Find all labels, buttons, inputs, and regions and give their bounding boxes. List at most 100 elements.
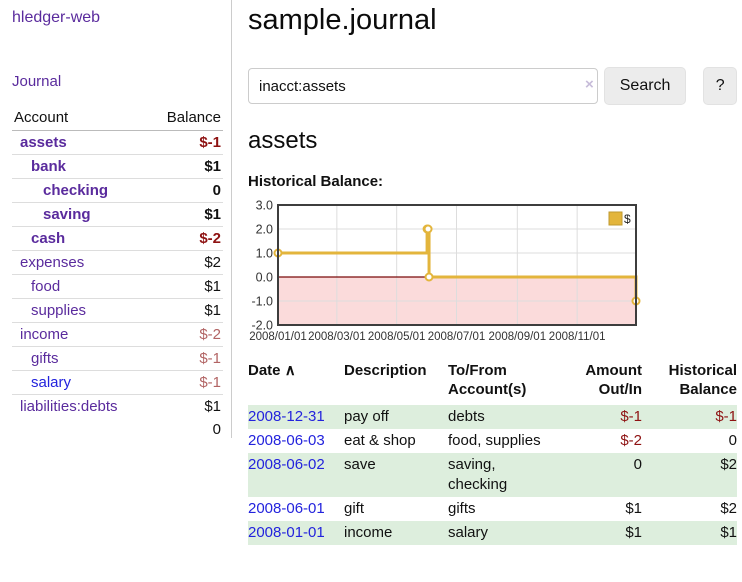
search-form: × Search ? xyxy=(248,67,737,105)
transaction-date-link[interactable]: 2008-06-02 xyxy=(248,456,325,473)
y-axis-tick-label: -2.0 xyxy=(251,319,273,333)
search-input[interactable] xyxy=(248,68,598,104)
amount-column-header: Amount Out/In xyxy=(585,362,642,398)
account-row: income $-2 xyxy=(12,322,223,347)
transaction-accounts: saving, checking xyxy=(448,453,580,497)
sort-ascending-icon: ∧ xyxy=(284,362,296,379)
y-axis-tick-label: 2.0 xyxy=(256,223,273,237)
historical-balance-column-header: Historical Balance xyxy=(668,362,737,398)
transaction-row: 2008-12-31 pay off debts $-1 $-1 xyxy=(248,405,737,429)
account-row: supplies $1 xyxy=(12,298,223,323)
account-link-assets[interactable]: assets xyxy=(20,134,67,151)
transaction-balance: $1 xyxy=(642,521,737,545)
transaction-accounts: debts xyxy=(448,405,580,429)
transaction-row: 2008-06-01 gift gifts $1 $2 xyxy=(248,497,737,521)
transaction-description: pay off xyxy=(344,405,448,429)
account-balance: $1 xyxy=(147,202,223,227)
account-balance: $-2 xyxy=(147,226,223,251)
register-table: Date ∧ Description To/From Account(s) Am… xyxy=(248,361,737,545)
transaction-accounts: food, supplies xyxy=(448,432,541,449)
accounts-total-row: 0 xyxy=(12,418,223,441)
data-point-marker xyxy=(424,272,434,282)
sidebar-item-journal[interactable]: Journal xyxy=(12,73,62,90)
search-help-button[interactable]: ? xyxy=(703,67,737,105)
transaction-description: eat & shop xyxy=(344,432,416,449)
balance-column-header: Balance xyxy=(147,106,223,131)
chart-title: Historical Balance: xyxy=(248,173,384,190)
legend-label: $ xyxy=(624,212,631,226)
app-brand-link[interactable]: hledger-web xyxy=(12,9,101,26)
account-row: salary $-1 xyxy=(12,370,223,395)
account-link-food[interactable]: food xyxy=(31,278,61,295)
x-axis-tick-label: 2008/05/01 xyxy=(368,331,426,343)
account-balance: $-1 xyxy=(147,370,223,395)
account-row: cash $-2 xyxy=(12,226,223,251)
account-balance: $1 xyxy=(147,298,223,323)
transaction-amount: $1 xyxy=(625,500,642,517)
plot-border xyxy=(277,204,637,326)
transaction-accounts: gifts xyxy=(448,500,476,517)
account-heading: assets xyxy=(248,127,318,154)
transaction-description: gift xyxy=(344,500,365,517)
account-row: bank $1 xyxy=(12,154,223,179)
account-balance: $-2 xyxy=(147,322,223,347)
page-title: sample.journal xyxy=(248,4,437,36)
x-axis-tick-label: 2008/01/01 xyxy=(249,331,307,343)
date-column-header[interactable]: Date ∧ xyxy=(248,362,296,379)
account-link-checking[interactable]: checking xyxy=(43,182,109,199)
account-link-saving[interactable]: saving xyxy=(43,206,91,223)
y-axis-tick-label: -1.0 xyxy=(251,295,273,309)
account-link-liabilities-debts[interactable]: liabilities:debts xyxy=(20,398,118,415)
accounts-column-header-register: To/From Account(s) xyxy=(448,362,527,398)
account-row: expenses $2 xyxy=(12,250,223,275)
account-row: food $1 xyxy=(12,274,223,299)
account-link-bank[interactable]: bank xyxy=(31,158,67,175)
account-row: assets $-1 xyxy=(12,131,223,155)
transaction-date-link[interactable]: 2008-12-31 xyxy=(248,408,325,425)
account-balance: $-1 xyxy=(199,134,221,151)
transaction-description: income xyxy=(344,521,448,545)
search-button[interactable]: Search xyxy=(603,67,687,105)
x-axis-tick-label: 2008/03/01 xyxy=(308,331,366,343)
transaction-balance: $2 xyxy=(720,500,737,517)
transaction-date-link[interactable]: 2008-06-03 xyxy=(248,432,325,449)
x-axis-tick-label: 2008/11/01 xyxy=(549,331,606,343)
account-balance: $1 xyxy=(147,154,223,179)
transaction-description: save xyxy=(344,453,448,497)
transaction-amount: 0 xyxy=(580,453,642,497)
account-link-income[interactable]: income xyxy=(20,326,69,343)
account-link-cash[interactable]: cash xyxy=(31,230,66,247)
account-balance: $-1 xyxy=(147,346,223,371)
transaction-date-link[interactable]: 2008-01-01 xyxy=(248,524,325,541)
transaction-balance: 0 xyxy=(728,432,737,449)
account-row: saving $1 xyxy=(12,202,223,227)
account-row: liabilities:debts $1 xyxy=(12,394,223,418)
transaction-row: 2008-06-03 eat & shop food, supplies $-2 0 xyxy=(248,429,737,453)
account-link-expenses[interactable]: expenses xyxy=(20,254,85,271)
account-link-supplies[interactable]: supplies xyxy=(31,302,87,319)
accounts-column-header: Account xyxy=(12,106,148,131)
accounts-balance-table: Account Balance assets $-1 bank $1 checking 0… xyxy=(12,106,223,441)
account-row: gifts $-1 xyxy=(12,346,223,371)
y-axis-tick-label: 3.0 xyxy=(256,199,273,213)
account-link-salary[interactable]: salary xyxy=(31,374,72,391)
transaction-amount: $1 xyxy=(580,521,642,545)
account-balance: $2 xyxy=(147,250,223,275)
account-balance: $1 xyxy=(147,394,223,418)
transaction-amount: $-2 xyxy=(620,432,642,449)
y-axis-tick-label: 0.0 xyxy=(256,271,273,285)
main-content: sample.journal × Search ? assets Histori… xyxy=(248,0,737,545)
account-row: checking 0 xyxy=(12,178,223,203)
x-axis-tick-label: 2008/07/01 xyxy=(428,331,486,343)
description-column-header: Description xyxy=(344,362,427,379)
transaction-amount: $-1 xyxy=(580,405,642,429)
transaction-row: 2008-01-01 income salary $1 $1 xyxy=(248,521,737,545)
account-link-gifts[interactable]: gifts xyxy=(31,350,59,367)
transaction-balance: $-1 xyxy=(642,405,737,429)
accounts-total-balance: 0 xyxy=(212,421,221,438)
transaction-accounts: salary xyxy=(448,521,580,545)
clear-search-icon[interactable]: × xyxy=(585,76,594,93)
register-header-row: Date ∧ Description To/From Account(s) Am… xyxy=(248,361,737,405)
transaction-date-link[interactable]: 2008-06-01 xyxy=(248,500,325,517)
